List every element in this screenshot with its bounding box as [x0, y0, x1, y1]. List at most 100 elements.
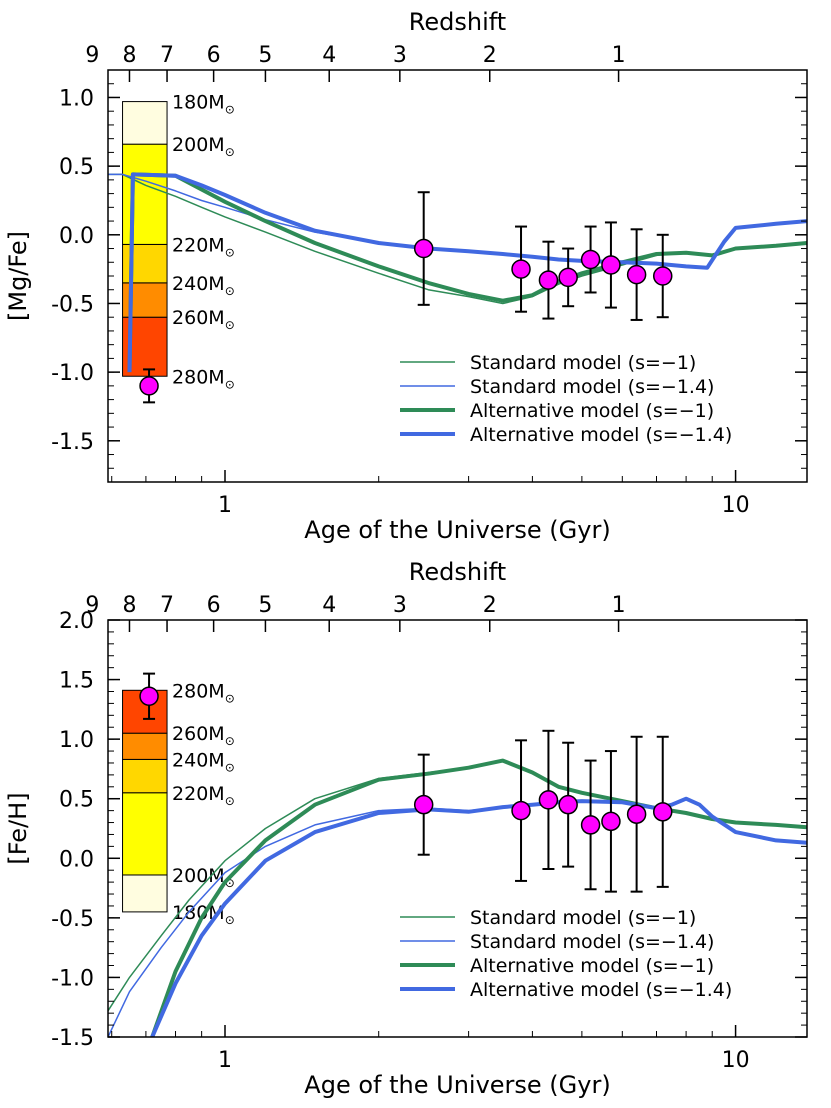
redshift-tick-label: 1 [612, 43, 626, 68]
sun-symbol: ⊙ [225, 913, 235, 927]
sun-symbol: ⊙ [225, 284, 235, 298]
y-axis: 2.0 1.5 1.0 0.5 0.0 -0.5 -1.0 -1.5 [51, 609, 807, 1051]
mass-label: 240M⊙ [172, 749, 235, 774]
mass-label: 240M⊙ [172, 273, 235, 298]
data-marker [626, 264, 647, 285]
redshift-tick-label: 7 [160, 43, 174, 68]
legend: Standard model (s=−1)Standard model (s=−… [400, 352, 732, 446]
redshift-tick-label: 3 [393, 43, 407, 68]
y-tick-label: 1.0 [59, 86, 94, 111]
legend-label-4: Alternative model (s=−1.4) [470, 424, 732, 446]
mass-label: 260M⊙ [172, 723, 235, 748]
y-tick-label: 0.5 [59, 155, 94, 180]
data-marker [538, 270, 559, 290]
mass-label-text: 260M [172, 723, 225, 745]
mass-bar-segment [122, 874, 168, 913]
legend-label-1: Standard model (s=−1) [470, 352, 696, 374]
y-axis: 1.0 0.5 0.0 -0.5 -1.0 -1.5 [51, 69, 807, 483]
legend-label-2: Standard model (s=−1.4) [470, 931, 714, 953]
mass-label-text: 180M [172, 92, 225, 114]
data-marker [652, 802, 673, 822]
data-point [601, 221, 621, 309]
sun-symbol: ⊙ [225, 318, 235, 332]
data-marker [580, 249, 601, 270]
y-tick-label: 0.0 [59, 224, 94, 249]
series-line-3 [150, 758, 807, 1037]
mass-label: 260M⊙ [172, 307, 235, 332]
sun-symbol: ⊙ [225, 377, 235, 391]
y-tick-label: -1.5 [51, 1026, 94, 1051]
sun-symbol: ⊙ [225, 876, 235, 890]
data-point [626, 228, 647, 321]
mass-label: 200M⊙ [172, 865, 235, 890]
data-point [511, 739, 531, 882]
y-tick-label: 0.0 [59, 847, 94, 872]
mass-label-text: 240M [172, 273, 225, 295]
mass-label: 280M⊙ [172, 366, 235, 391]
mass-bar-segment [122, 143, 168, 245]
data-point [652, 233, 673, 319]
panel-mgfe: 180M⊙200M⊙220M⊙240M⊙260M⊙280M⊙1.00.50.0-… [4, 8, 808, 544]
panel-feh: 280M⊙260M⊙240M⊙220M⊙200M⊙180M⊙2.01.51.00… [4, 558, 808, 1099]
mass-label-text: 280M [172, 680, 225, 702]
y-tick-label: 1.0 [59, 728, 94, 753]
redshift-tick-label: 2 [483, 593, 497, 618]
legend: Standard model (s=−1)Standard model (s=−… [400, 907, 732, 1001]
plot-frame [107, 619, 808, 1038]
sun-symbol: ⊙ [225, 245, 235, 259]
sun-symbol: ⊙ [225, 734, 235, 748]
series-line-3 [127, 172, 807, 373]
y-tick-label: 0.5 [59, 788, 94, 813]
x-axis: 1 10 [111, 470, 750, 518]
y-tick-label: -0.5 [51, 907, 94, 932]
data-marker [413, 794, 434, 815]
y-tick-label: -0.5 [51, 292, 94, 317]
sun-symbol: ⊙ [225, 760, 235, 774]
redshift-axis-title: Redshift [409, 8, 506, 36]
data-marker [558, 267, 578, 288]
mass-label-text: 240M [172, 749, 225, 771]
mass-bar-segment [122, 101, 168, 145]
data-point [511, 225, 531, 313]
mass-bar-segment [122, 758, 168, 794]
redshift-tick-label: 1 [612, 593, 626, 618]
mass-bar-segment [122, 792, 168, 876]
data-point [538, 729, 559, 871]
x-axis-title: Age of the Universe (Gyr) [304, 516, 610, 544]
mass-label-text: 280M [172, 366, 225, 388]
y-axis-title: [Mg/Fe] [4, 231, 32, 321]
data-marker [601, 811, 621, 832]
data-point [558, 741, 578, 868]
mass-label: 280M⊙ [172, 680, 235, 705]
redshift-tick-label: 8 [122, 593, 136, 618]
data-point [652, 735, 673, 888]
legend-label-3: Alternative model (s=−1) [470, 955, 714, 977]
data-marker [511, 800, 531, 821]
redshift-tick-label: 6 [207, 43, 221, 68]
data-point [580, 225, 601, 294]
redshift-tick-label: 8 [122, 43, 136, 68]
legend-label-3: Alternative model (s=−1) [470, 400, 714, 422]
y-axis-title: [Fe/H] [4, 792, 32, 864]
mass-label-text: 180M [172, 902, 225, 924]
data-point [538, 240, 559, 320]
mass-label-text: 260M [172, 307, 225, 329]
sun-symbol: ⊙ [225, 103, 235, 117]
series-line-4 [127, 172, 807, 373]
redshift-tick-label: 4 [322, 593, 336, 618]
mass-label: 220M⊙ [172, 234, 235, 259]
sun-symbol: ⊙ [225, 691, 235, 705]
y-tick-label: 2.0 [59, 609, 94, 634]
legend-label-2: Standard model (s=−1.4) [470, 376, 714, 398]
data-point [139, 368, 159, 404]
redshift-axis-title: Redshift [409, 558, 506, 586]
x-tick-label: 10 [722, 493, 750, 518]
mass-label-text: 220M [172, 783, 225, 805]
y-tick-label: -1.5 [51, 430, 94, 455]
x-tick-label: 1 [218, 493, 232, 518]
data-marker [413, 238, 434, 259]
x-axis: 1 10 [111, 1025, 750, 1073]
data-marker [652, 266, 673, 286]
data-marker [558, 794, 578, 815]
